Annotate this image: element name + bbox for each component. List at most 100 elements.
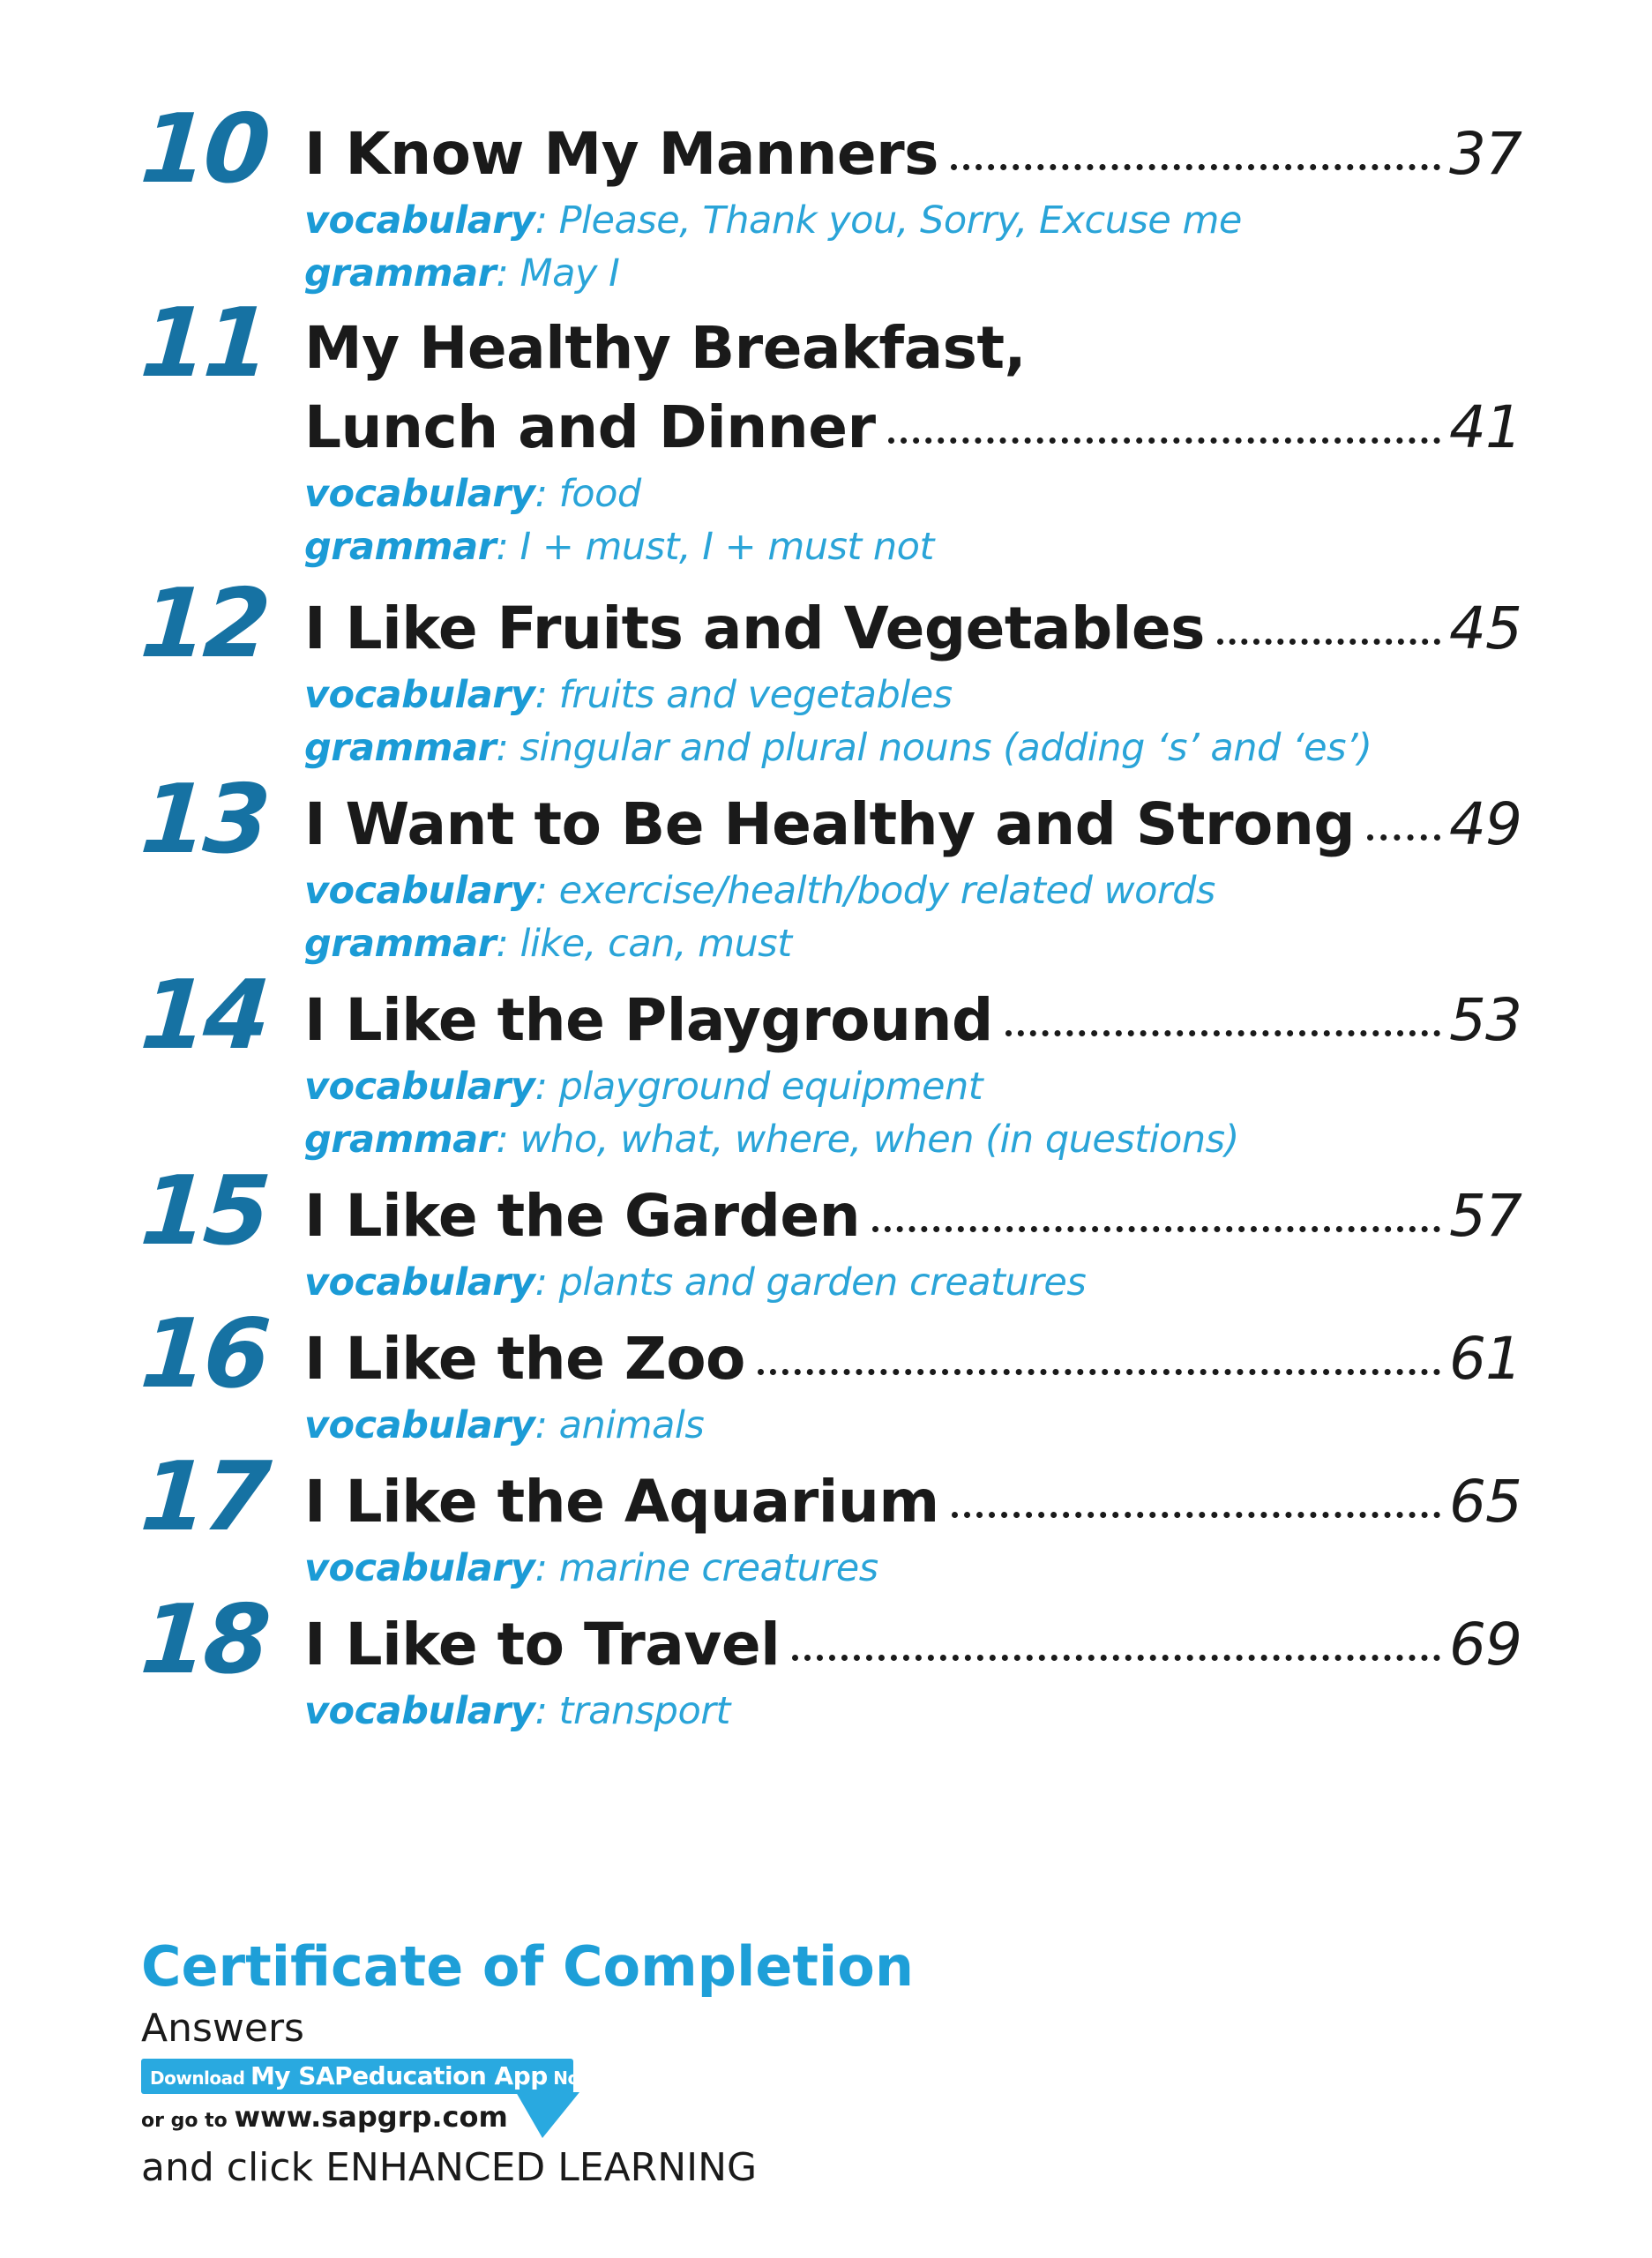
toc-entry-11[interactable]: 11 My Healthy Breakfast, Lunch and Dinne… xyxy=(138,288,1522,573)
grammar-text: : like, can, must xyxy=(496,922,792,966)
vocabulary-line: vocabulary: playground equipment xyxy=(304,1060,1521,1113)
dot-leader xyxy=(872,1226,1441,1232)
grammar-line: grammar: I + must, I + must not xyxy=(304,520,1521,573)
grammar-label: grammar xyxy=(304,726,497,770)
vocabulary-line: vocabulary: marine creatures xyxy=(304,1542,1521,1595)
page-number: 37 xyxy=(1449,120,1522,188)
dot-leader xyxy=(950,164,1441,170)
toc-entry-18[interactable]: 18 I Like to Travel 69 vocabulary: trans… xyxy=(138,1585,1522,1738)
unit-title: I Like Fruits and Vegetables xyxy=(304,594,1205,662)
dot-leader xyxy=(1216,639,1441,645)
grammar-line: grammar: singular and plural nouns (addi… xyxy=(304,722,1521,774)
enhanced-learning-text: and click ENHANCED LEARNING xyxy=(141,2145,758,2190)
grammar-line: grammar: like, can, must xyxy=(304,917,1521,970)
unit-title: I Like the Playground xyxy=(304,986,993,1054)
vocabulary-text: : Please, Thank you, Sorry, Excuse me xyxy=(534,198,1242,243)
website-link[interactable]: www.sapgrp.com xyxy=(234,2100,508,2134)
title-row: I Like the Zoo 61 xyxy=(304,1320,1522,1399)
unit-title: I Want to Be Healthy and Strong xyxy=(304,790,1356,858)
dot-leader xyxy=(1005,1030,1441,1036)
banner-now-text: Now! xyxy=(547,2067,603,2089)
banner-go-to-text: or go to xyxy=(141,2110,235,2132)
vocabulary-line: vocabulary: fruits and vegetables xyxy=(304,669,1521,722)
vocabulary-line: vocabulary: transport xyxy=(304,1685,1521,1738)
page-number: 41 xyxy=(1449,393,1522,461)
vocabulary-text: : animals xyxy=(534,1403,705,1447)
toc-entry-13[interactable]: 13 I Want to Be Healthy and Strong 49 vo… xyxy=(138,765,1522,970)
page-number: 61 xyxy=(1449,1325,1522,1393)
grammar-text: : who, what, where, when (in questions) xyxy=(496,1118,1239,1162)
banner-bar: Download My SAPeducation App Now! xyxy=(141,2059,603,2094)
toc-entry-14[interactable]: 14 I Like the Playground 53 vocabulary: … xyxy=(138,961,1522,1166)
title-row: I Want to Be Healthy and Strong 49 xyxy=(304,785,1522,864)
unit-title: I Like to Travel xyxy=(304,1611,781,1679)
dot-leader xyxy=(951,1512,1441,1518)
toc-entry-10[interactable]: 10 I Know My Manners 37 vocabulary: Plea… xyxy=(138,94,1522,300)
grammar-line: grammar: who, what, where, when (in ques… xyxy=(304,1113,1521,1166)
vocabulary-line: vocabulary: animals xyxy=(304,1399,1521,1452)
title-row: I Like the Garden 57 xyxy=(304,1177,1522,1256)
title-row: I Like the Aquarium 65 xyxy=(304,1462,1522,1542)
grammar-label: grammar xyxy=(304,922,497,966)
title-row: I Like to Travel 69 xyxy=(304,1605,1522,1685)
title-row: Lunch and Dinner 41 xyxy=(304,388,1522,467)
toc-entry-15[interactable]: 15 I Like the Garden 57 vocabulary: plan… xyxy=(138,1156,1522,1309)
vocabulary-text: : food xyxy=(534,472,641,516)
answers-label: Answers xyxy=(141,2006,304,2051)
unit-title: I Know My Manners xyxy=(304,120,938,188)
vocabulary-label: vocabulary xyxy=(304,1546,535,1590)
unit-number: 16 xyxy=(137,1299,271,1409)
grammar-text: : May I xyxy=(496,251,620,295)
toc-entry-16[interactable]: 16 I Like the Zoo 61 vocabulary: animals xyxy=(138,1299,1522,1452)
dot-leader xyxy=(757,1369,1441,1375)
unit-number: 18 xyxy=(137,1585,271,1695)
certificate-link[interactable]: Certificate of Completion xyxy=(141,1934,914,1999)
unit-title: Lunch and Dinner xyxy=(304,393,876,461)
vocabulary-line: vocabulary: food xyxy=(304,467,1521,520)
toc-entry-17[interactable]: 17 I Like the Aquarium 65 vocabulary: ma… xyxy=(138,1442,1522,1595)
page-number: 69 xyxy=(1449,1611,1522,1679)
dot-leader xyxy=(1367,834,1441,841)
banner-app-name: My SAPeducation App xyxy=(250,2061,548,2090)
unit-number: 14 xyxy=(137,961,271,1071)
vocabulary-label: vocabulary xyxy=(304,869,535,913)
banner-url-line: or go to www.sapgrp.com xyxy=(141,2097,508,2142)
vocabulary-line: vocabulary: Please, Thank you, Sorry, Ex… xyxy=(304,194,1521,247)
unit-number: 15 xyxy=(137,1156,271,1267)
vocabulary-label: vocabulary xyxy=(304,1689,535,1733)
vocabulary-label: vocabulary xyxy=(304,1065,535,1109)
unit-number: 11 xyxy=(137,288,271,399)
vocabulary-label: vocabulary xyxy=(304,198,535,243)
end-matter: Certificate of Completion Answers Downlo… xyxy=(141,1932,914,2194)
vocabulary-line: vocabulary: plants and garden creatures xyxy=(304,1256,1521,1309)
title-row: I Like the Playground 53 xyxy=(304,981,1522,1060)
unit-title: I Like the Aquarium xyxy=(304,1468,939,1536)
toc-entry-12[interactable]: 12 I Like Fruits and Vegetables 45 vocab… xyxy=(138,569,1522,774)
page-number: 65 xyxy=(1449,1468,1522,1536)
vocabulary-text: : playground equipment xyxy=(534,1065,983,1109)
table-of-contents: 10 I Know My Manners 37 vocabulary: Plea… xyxy=(138,94,1522,1748)
page-number: 49 xyxy=(1449,790,1522,858)
dot-leader xyxy=(887,437,1441,444)
vocabulary-label: vocabulary xyxy=(304,1260,535,1305)
grammar-text: : I + must, I + must not xyxy=(496,525,934,569)
title-row: I Like Fruits and Vegetables 45 xyxy=(304,589,1522,669)
unit-number: 12 xyxy=(137,569,271,679)
unit-title-line: My Healthy Breakfast, xyxy=(304,314,1027,382)
grammar-label: grammar xyxy=(304,1118,497,1162)
unit-number: 10 xyxy=(137,94,271,205)
grammar-label: grammar xyxy=(304,525,497,569)
app-download-banner[interactable]: Download My SAPeducation App Now! or go … xyxy=(141,2059,603,2142)
grammar-line: grammar: May I xyxy=(304,247,1521,300)
title-pre-lines: My Healthy Breakfast, xyxy=(304,309,1521,388)
page-number: 45 xyxy=(1449,594,1522,662)
vocabulary-text: : transport xyxy=(534,1689,730,1733)
grammar-text: : singular and plural nouns (adding ‘s’ … xyxy=(496,726,1372,770)
vocabulary-text: : exercise/health/body related words xyxy=(534,869,1215,913)
dot-leader xyxy=(792,1655,1441,1661)
unit-title: I Like the Zoo xyxy=(304,1325,745,1393)
vocabulary-label: vocabulary xyxy=(304,1403,535,1447)
unit-title: I Like the Garden xyxy=(304,1182,861,1250)
unit-number: 13 xyxy=(137,765,271,875)
page-number: 53 xyxy=(1449,986,1522,1054)
